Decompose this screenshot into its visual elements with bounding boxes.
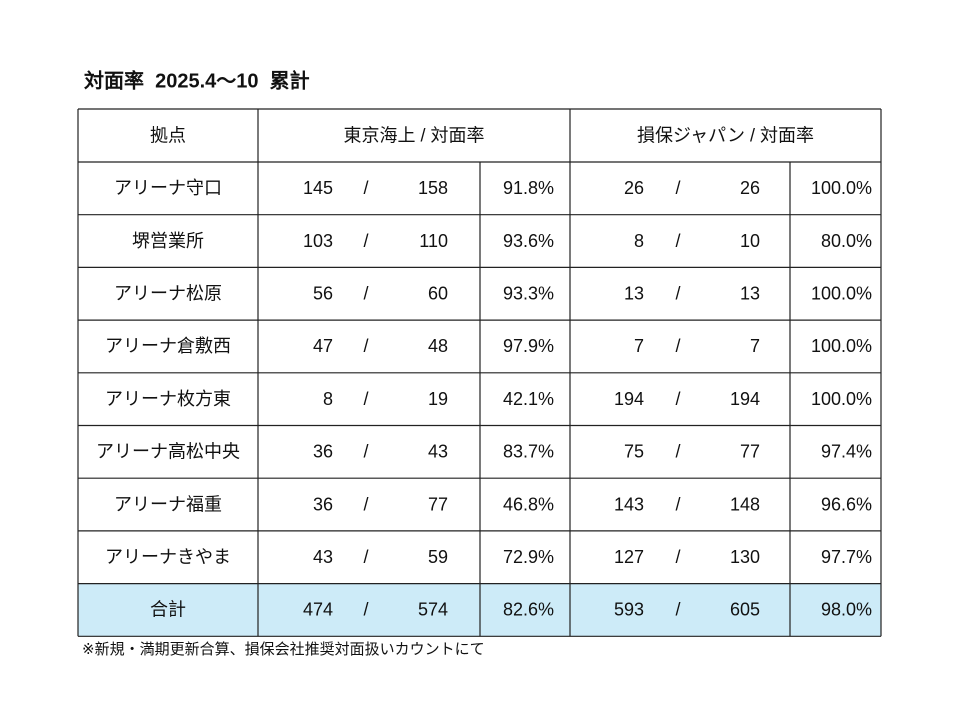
cell: 97.7% [821, 547, 872, 567]
cell: 77 [428, 494, 448, 514]
cell: 103 [303, 231, 333, 251]
header-cell: 損保ジャパン / 対面率 [637, 125, 814, 145]
cell: 10 [740, 231, 760, 251]
cell: 605 [730, 600, 760, 620]
separator: / [675, 442, 680, 462]
header-cell: 東京海上 / 対面率 [343, 125, 484, 145]
separator: / [675, 336, 680, 356]
cell: 80.0% [821, 231, 872, 251]
cell: 46.8% [503, 494, 554, 514]
row-label: アリーナきやま [105, 547, 231, 567]
cell: 100.0% [811, 284, 872, 304]
separator: / [363, 547, 368, 567]
cell: 100.0% [811, 336, 872, 356]
cell: 77 [740, 442, 760, 462]
cell: 43 [428, 442, 448, 462]
cell: 96.6% [821, 494, 872, 514]
cell: 8 [634, 231, 644, 251]
separator: / [675, 600, 680, 620]
cell: 13 [624, 284, 644, 304]
cell: 26 [624, 178, 644, 198]
cell: 97.9% [503, 336, 554, 356]
cell: 145 [303, 178, 333, 198]
page-title: 対面率 2025.4～10 累計 [83, 68, 310, 92]
cell: 127 [614, 547, 644, 567]
separator: / [675, 389, 680, 409]
cell: 110 [419, 231, 448, 251]
separator: / [363, 389, 368, 409]
cell: 42.1% [503, 389, 554, 409]
cell: 98.0% [821, 600, 872, 620]
separator: / [675, 547, 680, 567]
cell: 148 [730, 494, 760, 514]
row-label: アリーナ高松中央 [96, 442, 240, 462]
cell: 194 [730, 389, 760, 409]
cell: 36 [313, 494, 333, 514]
cell: 574 [418, 600, 448, 620]
cell: 100.0% [811, 178, 872, 198]
cell: 47 [313, 336, 333, 356]
row-label: アリーナ枚方東 [105, 389, 231, 409]
row-label: アリーナ倉敷西 [105, 336, 231, 356]
cell: 48 [428, 336, 448, 356]
cell: 130 [730, 547, 760, 567]
footnote: ※新規・満期更新合算、損保会社推奨対面扱いカウントにて [82, 640, 485, 658]
separator: / [675, 178, 680, 198]
cell: 43 [313, 547, 333, 567]
separator: / [363, 284, 368, 304]
cell: 158 [418, 178, 448, 198]
cell: 474 [303, 600, 333, 620]
row-label: 合計 [150, 600, 186, 620]
cell: 19 [428, 389, 448, 409]
separator: / [363, 600, 368, 620]
separator: / [675, 284, 680, 304]
row-label: アリーナ福重 [114, 494, 222, 514]
separator: / [363, 442, 368, 462]
cell: 194 [614, 389, 644, 409]
cell: 7 [750, 336, 760, 356]
header-cell: 拠点 [150, 125, 186, 145]
cell: 593 [614, 600, 644, 620]
cell: 13 [740, 284, 760, 304]
cell: 83.7% [503, 442, 554, 462]
row-label: 堺営業所 [132, 231, 204, 251]
separator: / [675, 494, 680, 514]
row-label: アリーナ守口 [114, 178, 222, 198]
cell: 93.3% [503, 284, 554, 304]
row-label: アリーナ松原 [114, 284, 222, 304]
cell: 97.4% [821, 442, 872, 462]
separator: / [675, 231, 680, 251]
cell: 82.6% [503, 600, 554, 620]
separator: / [363, 494, 368, 514]
cell: 100.0% [811, 389, 872, 409]
cell: 56 [313, 284, 333, 304]
cell: 59 [428, 547, 448, 567]
cell: 36 [313, 442, 333, 462]
separator: / [363, 178, 368, 198]
cell: 60 [428, 284, 448, 304]
cell: 72.9% [503, 547, 554, 567]
cell: 7 [634, 336, 644, 356]
cell: 143 [614, 494, 644, 514]
separator: / [363, 231, 368, 251]
cell: 93.6% [503, 231, 554, 251]
separator: / [363, 336, 368, 356]
cell: 75 [624, 442, 644, 462]
cell: 26 [740, 178, 760, 198]
cell: 8 [323, 389, 333, 409]
cell: 91.8% [503, 178, 554, 198]
